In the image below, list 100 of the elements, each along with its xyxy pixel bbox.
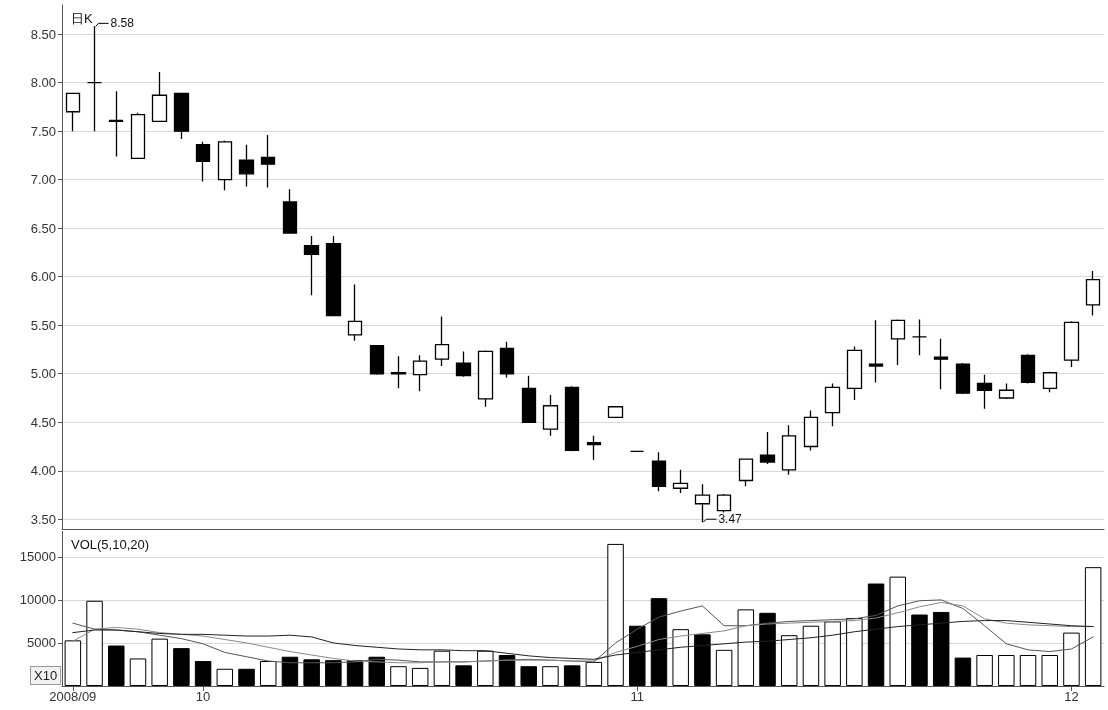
candlestick — [564, 385, 580, 453]
y-tick-label: 6.50 — [30, 220, 56, 236]
candlestick — [390, 355, 407, 389]
candlestick — [911, 318, 928, 356]
bar — [824, 621, 841, 686]
bar — [889, 576, 907, 686]
candlestick — [499, 341, 515, 379]
annotation: 3.47 — [718, 512, 743, 527]
candlestick — [976, 374, 993, 410]
candlestick — [868, 319, 884, 384]
candlestick — [108, 90, 124, 158]
bar — [954, 657, 972, 686]
bar — [759, 612, 776, 686]
bar — [867, 583, 885, 686]
bar — [694, 634, 711, 686]
text: 日K — [71, 11, 93, 26]
bar — [1019, 655, 1037, 686]
bar — [498, 655, 516, 686]
line-series — [72, 620, 1094, 660]
candlestick — [1085, 270, 1101, 317]
y-tick-label: 3.50 — [30, 511, 56, 527]
bar — [802, 625, 820, 686]
candlestick — [890, 318, 906, 366]
bar — [911, 614, 928, 686]
candlestick — [846, 345, 863, 401]
bar — [629, 625, 646, 686]
candlestick — [412, 354, 428, 392]
x-tick-label: 2008/09 — [49, 689, 97, 704]
bar — [259, 661, 277, 686]
bar — [715, 649, 733, 686]
bar — [563, 665, 581, 686]
candlestick — [803, 409, 819, 452]
bar — [585, 661, 603, 686]
candlestick — [260, 134, 276, 189]
candlestick — [651, 451, 667, 492]
candlestick — [282, 188, 298, 234]
bar — [780, 635, 798, 686]
candlestick — [759, 431, 776, 465]
y-tick-label: 8.00 — [30, 75, 56, 91]
x-tick-label: 12 — [1064, 689, 1079, 704]
y-tick-label: 5.00 — [30, 366, 56, 382]
candlestick — [303, 235, 320, 296]
candlestick — [781, 424, 797, 476]
bar — [216, 668, 234, 686]
bar — [194, 661, 212, 686]
bar — [108, 645, 125, 686]
y-tick-label: 10000 — [19, 592, 56, 608]
candlestick — [217, 140, 233, 191]
candlestick — [477, 349, 494, 408]
bar — [390, 666, 407, 686]
candlestick — [130, 112, 146, 159]
bar — [303, 659, 320, 686]
bar — [325, 660, 342, 686]
candlestick — [325, 235, 342, 317]
x-tick-label: 11 — [630, 689, 645, 704]
candlestick — [86, 25, 103, 132]
y-tick-label: 4.50 — [30, 414, 56, 430]
bar — [411, 667, 429, 686]
candlestick — [455, 350, 472, 378]
y-tick-label: 7.50 — [30, 123, 56, 139]
x-tick-label: 10 — [195, 689, 211, 704]
candlestick — [195, 141, 211, 183]
bar — [1041, 655, 1058, 686]
candlestick — [586, 435, 602, 461]
bar — [1063, 632, 1080, 686]
candlestick — [824, 382, 841, 427]
candlestick — [672, 469, 689, 494]
candlestick — [1020, 353, 1036, 385]
bar — [520, 666, 537, 686]
candlestick — [542, 394, 559, 437]
candlestick — [955, 362, 971, 395]
bar — [998, 655, 1015, 686]
annotation: 8.58 — [110, 16, 135, 31]
candlestick — [369, 344, 385, 376]
bar — [281, 656, 299, 686]
candlestick — [173, 92, 190, 140]
candlestick — [1063, 320, 1080, 368]
candlestick — [933, 338, 949, 390]
candlestick — [65, 92, 81, 132]
bar — [151, 638, 168, 686]
bar — [1084, 567, 1102, 686]
y-tick-label: 6.00 — [30, 269, 56, 285]
candlestick — [607, 406, 624, 419]
bar — [238, 668, 255, 686]
chart-title: VOL(5,10,20) — [71, 537, 150, 552]
bar — [932, 611, 950, 686]
bar — [86, 600, 103, 686]
text: X10 — [34, 668, 58, 683]
y-tick-label: 15000 — [19, 549, 56, 565]
candlestick — [238, 144, 255, 188]
bar — [542, 666, 559, 686]
candlestick — [1042, 371, 1058, 393]
y-tick-label: 4.00 — [30, 463, 56, 479]
bar — [455, 665, 472, 686]
y-tick-label: 7.00 — [30, 172, 56, 188]
bar — [976, 655, 993, 686]
candlestick — [521, 375, 537, 423]
bar — [607, 543, 624, 686]
y-tick-label: 5000 — [27, 635, 56, 651]
candlestick — [716, 493, 732, 514]
